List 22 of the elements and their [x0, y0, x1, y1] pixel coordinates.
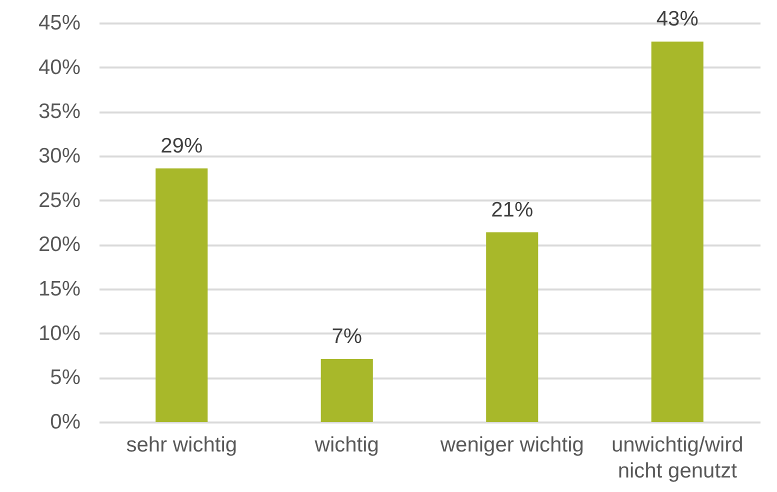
bar [486, 232, 538, 422]
y-tick-label: 45% [38, 12, 80, 34]
data-label: 29% [160, 134, 203, 158]
x-tick-label: wichtig [314, 434, 379, 456]
data-label: 7% [332, 325, 362, 348]
y-tick-label: 30% [38, 144, 80, 168]
bar [156, 168, 208, 422]
y-tick-label: 35% [38, 100, 80, 124]
y-tick-label: 20% [38, 233, 80, 256]
data-label: 21% [491, 198, 534, 222]
y-tick-label: 10% [38, 322, 80, 345]
y-tick-label: 15% [38, 278, 80, 300]
x-tick-label: weniger wichtig [439, 434, 584, 456]
x-tick-label: sehr wichtig [126, 434, 238, 456]
bar [651, 42, 704, 422]
x-tick-label: unwichtig/wird nicht genutzt [611, 434, 744, 482]
y-tick-label: 0% [50, 410, 80, 434]
y-tick-label: 5% [50, 366, 80, 390]
y-tick-label: 40% [38, 56, 80, 79]
bar [320, 359, 373, 422]
data-label: 43% [656, 8, 698, 31]
y-tick-label: 25% [38, 188, 80, 212]
